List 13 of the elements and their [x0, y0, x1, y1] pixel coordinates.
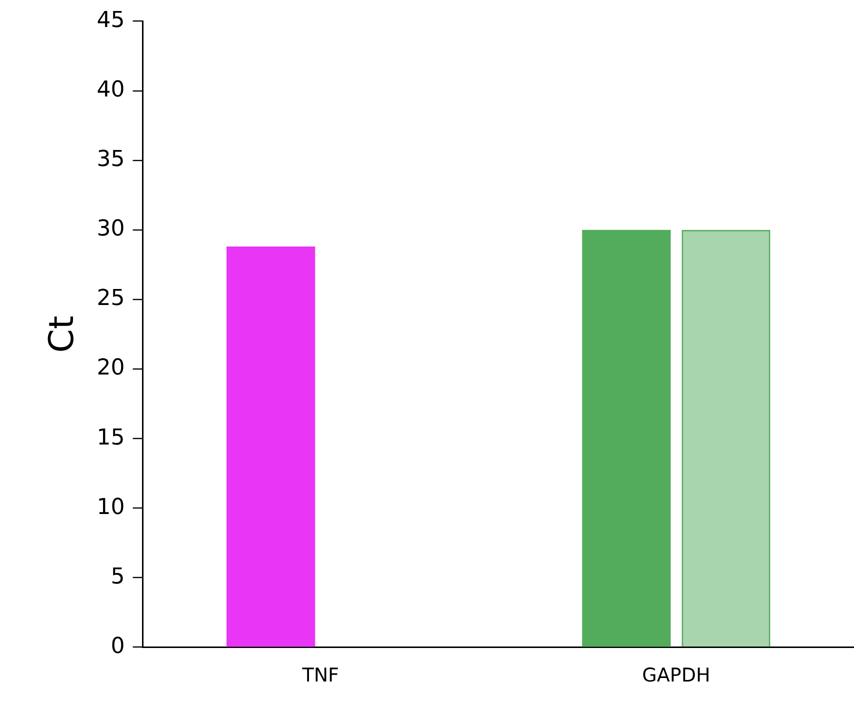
x-tick-label: TNF	[301, 664, 339, 687]
y-axis-title: Ct	[42, 316, 82, 353]
y-tick-label: 40	[96, 77, 125, 102]
y-tick-label: 10	[96, 494, 125, 520]
y-tick-label: 5	[110, 564, 125, 590]
y-tick-label: 35	[96, 147, 125, 172]
y-tick-label: 15	[96, 425, 125, 450]
y-tick-label: 30	[96, 216, 125, 242]
y-tick-label: 0	[110, 634, 125, 659]
y-tick-label: 20	[96, 356, 125, 381]
y-tick-label: 25	[96, 286, 125, 312]
y-tick-label: 45	[96, 8, 125, 33]
x-tick-label: GAPDH	[642, 664, 710, 687]
